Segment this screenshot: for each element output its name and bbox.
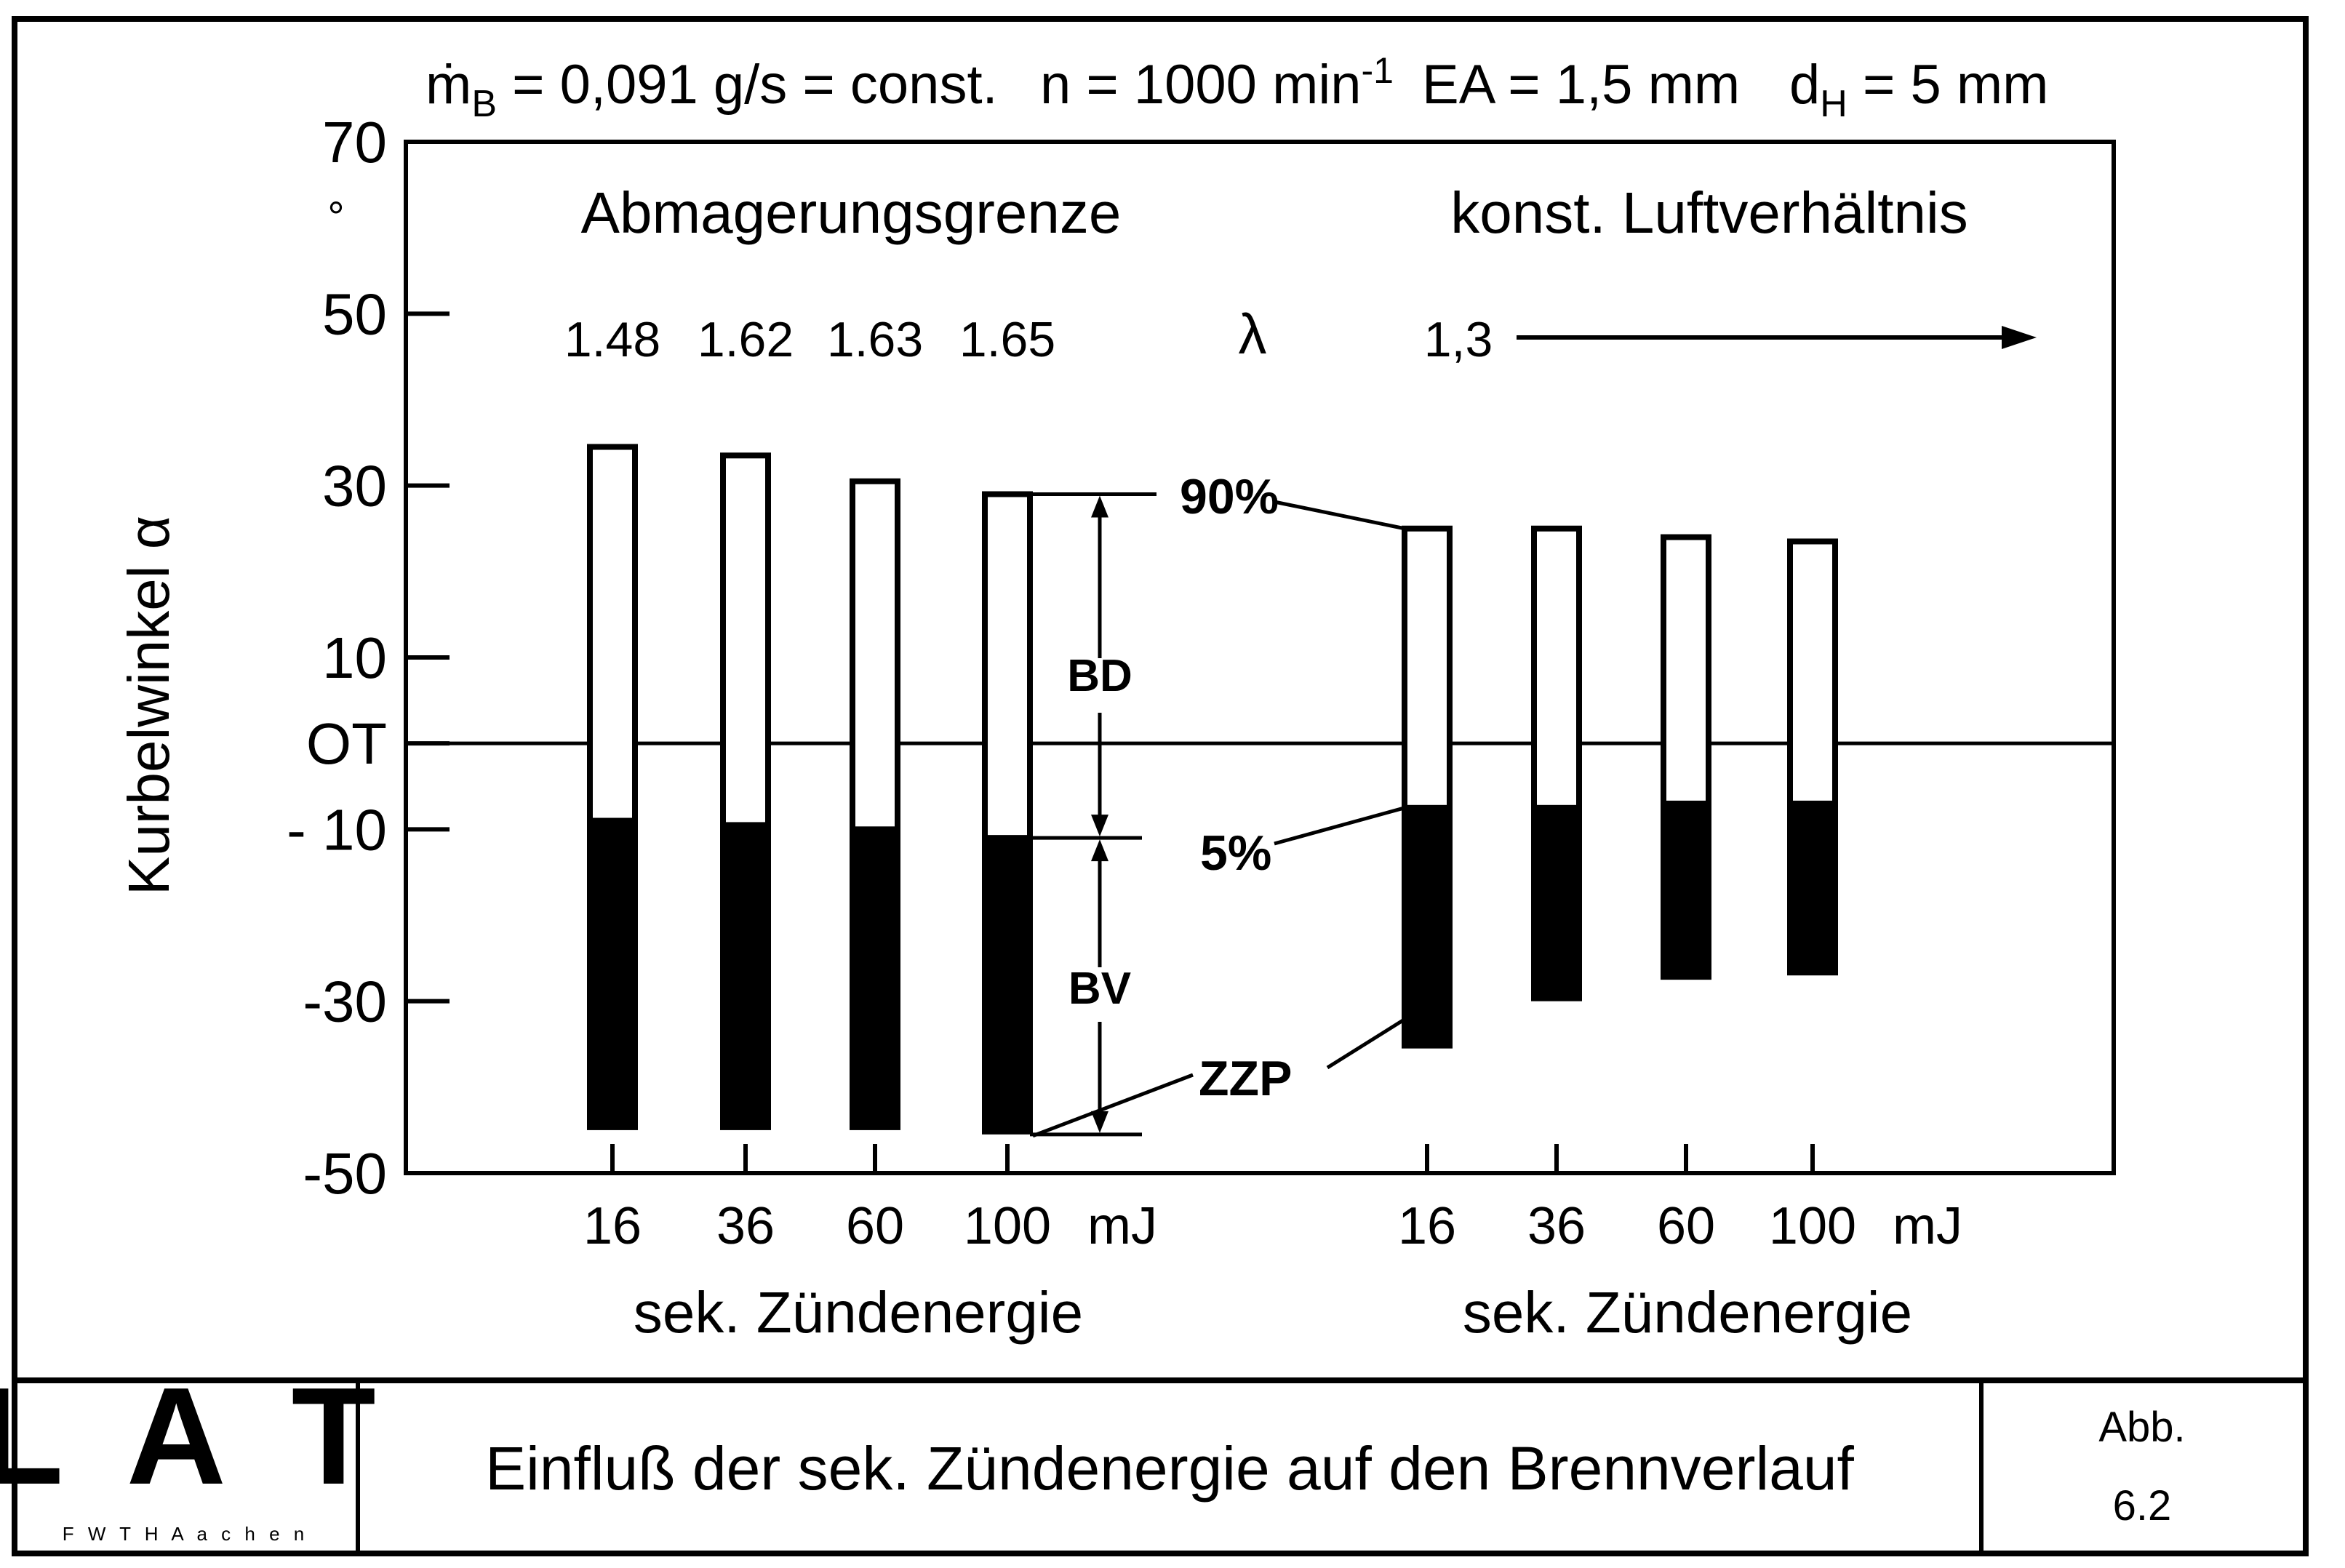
label-bd: BD [1067,651,1132,701]
x-axis-title-right: sek. Zündenergie [1463,1280,1912,1345]
bar-bv [1787,803,1838,976]
lambda-const-value: 1,3 [1424,312,1493,367]
logo-subtitle: F W T H A a c h e n [63,1523,308,1545]
lambda-value: 1.62 [698,312,794,367]
bar-bv [720,825,771,1130]
y-axis-label: Kurbelwinkel α [116,516,181,895]
bar-bd [720,452,771,828]
figure-label: Abb. [2098,1404,2185,1451]
y-tick-label: -30 [303,969,387,1034]
arrowhead-bv-bottom [1091,1111,1108,1133]
y-tick-label: OT [306,711,387,776]
y-tick-label: -50 [303,1141,387,1206]
y-tick-label: 70 [322,110,387,175]
header-mass-flow: ṁB = 0,091 g/s = const. [426,54,998,125]
arrowhead-bd-bottom [1091,815,1108,837]
leader-zzp [1326,1017,1406,1070]
y-tick-label: - 10 [287,797,387,862]
bar-bd [1661,534,1711,807]
x-tick-label: 16 [1398,1197,1456,1255]
lambda-symbol: λ [1239,302,1267,366]
bar-bv [587,820,638,1130]
annotations [1030,492,1406,1138]
bar-bd [850,478,900,833]
arrowhead-bv-top [1091,839,1108,862]
y-tick-label: 30 [322,454,387,519]
leader-5 [1274,806,1405,846]
bar-bv [850,829,900,1130]
lambda-row: 1.48 1.62 1.63 1.65 [564,312,1055,367]
bar-bd [1402,525,1453,811]
bar-bd [1531,525,1582,811]
leader-zzp-left [1032,1073,1194,1138]
x-unit-label: mJ [1893,1197,1962,1255]
y-axis-unit: ° [327,193,344,241]
figure-caption: Einfluß der sek. Zündenergie auf den Bre… [485,1434,1854,1503]
x-tick-label: 16 [583,1197,642,1255]
label-90-percent: 90% [1180,469,1279,524]
logo-letters: L A T [0,1359,392,1513]
group-title-right: konst. Luftverhältnis [1450,180,1968,245]
x-axis: 16 36 60 100 mJ 16 36 60 100 mJ [583,1144,1962,1255]
group-title-left: Abmagerungsgrenze [581,180,1122,245]
y-tick-label: 10 [322,625,387,690]
lat-logo: L A T F W T H A a c h e n [0,1359,392,1545]
label-zzp: ZZP [1199,1051,1292,1106]
lambda-arrow-head [2002,326,2037,349]
plot-area [404,140,2116,1175]
bar-bd [587,444,638,824]
bar-bd [1787,538,1838,807]
x-unit-label: mJ [1087,1197,1157,1255]
bar-bd [982,491,1033,841]
lambda-value: 1.48 [564,312,660,367]
bar-bv [982,838,1033,1135]
leader-90 [1274,500,1405,531]
x-tick-label: 36 [716,1197,775,1255]
x-tick-label: 36 [1527,1197,1586,1255]
label-5-percent: 5% [1200,825,1271,881]
lambda-value: 1.65 [959,312,1055,367]
header-speed: n = 1000 min-1 [1040,50,1394,116]
bar-bv [1661,803,1711,980]
header-dh: dH = 5 mm [1789,54,2048,125]
figure-number: 6.2 [2113,1482,2172,1529]
outer-frame [12,16,2309,1556]
arrowhead-bd-top [1091,495,1108,518]
label-bv: BV [1068,964,1131,1014]
lambda-value: 1.63 [827,312,923,367]
bar-bv [1531,807,1582,1001]
y-axis: 70 50 30 10 OT - 10 -30 -50 [287,110,2114,1206]
x-tick-label: 100 [964,1197,1051,1255]
x-tick-label: 100 [1769,1197,1856,1255]
x-tick-label: 60 [1657,1197,1715,1255]
x-axis-title-left: sek. Zündenergie [634,1280,1083,1345]
y-tick-label: 50 [322,281,387,346]
header-ea: EA = 1,5 mm [1422,54,1740,116]
x-tick-label: 60 [846,1197,904,1255]
bars [587,444,1838,1135]
bar-bv [1402,807,1453,1049]
